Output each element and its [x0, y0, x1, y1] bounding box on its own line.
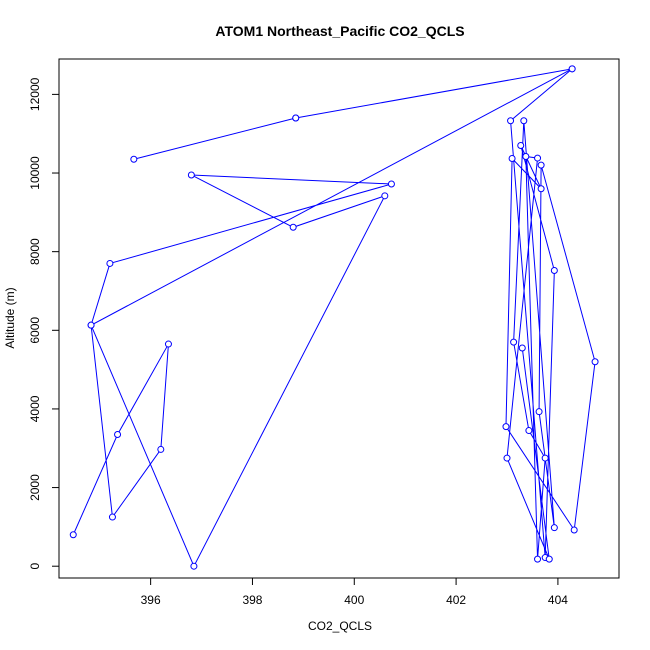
data-point [517, 142, 525, 149]
data-point [106, 259, 114, 267]
data-point [525, 427, 533, 435]
data-point [502, 423, 510, 431]
data-point [537, 185, 545, 193]
data-point [289, 223, 297, 231]
series-layer [69, 65, 599, 570]
data-point [518, 344, 526, 352]
data-point [545, 555, 553, 563]
data-point [507, 117, 515, 125]
data-point [508, 154, 516, 162]
data-point [534, 555, 542, 563]
x-axis: 396 398 400 402 404 [141, 577, 568, 607]
y-axis: 0 2000 4000 6000 8000 10000 12000 [28, 77, 60, 570]
y-tick-label: 4000 [28, 395, 42, 422]
series-line [72, 68, 573, 568]
data-point [537, 161, 545, 169]
data-point [570, 526, 578, 534]
plot-frame [58, 58, 620, 579]
data-point [164, 340, 172, 348]
data-point [130, 155, 138, 163]
data-point [381, 192, 389, 200]
data-point [550, 267, 558, 275]
y-tick-label: 6000 [28, 317, 42, 344]
x-tick-label: 400 [344, 593, 364, 607]
y-tick-label: 2000 [28, 474, 42, 501]
x-axis-label: CO2_QCLS [308, 619, 372, 633]
data-point [114, 430, 122, 438]
x-tick-label: 404 [548, 593, 568, 607]
data-point [522, 153, 530, 161]
data-point [108, 513, 116, 521]
data-point [534, 154, 542, 162]
data-point [541, 454, 549, 462]
data-point [591, 358, 599, 366]
data-point [568, 65, 576, 73]
data-point [535, 408, 543, 416]
data-point [87, 321, 95, 329]
data-point [510, 338, 518, 346]
y-tick-label: 0 [28, 563, 42, 570]
data-point [157, 445, 165, 453]
x-tick-label: 402 [446, 593, 466, 607]
y-tick-label: 10000 [28, 156, 42, 190]
y-tick-label: 8000 [28, 238, 42, 265]
data-point [292, 114, 300, 122]
y-axis-label: Altitude (m) [3, 287, 17, 348]
x-tick-label: 396 [141, 593, 161, 607]
data-point [520, 117, 528, 125]
data-point [550, 524, 558, 532]
data-point [69, 531, 77, 539]
data-point [503, 454, 511, 462]
data-point [190, 562, 198, 570]
data-point [187, 171, 195, 179]
x-tick-label: 398 [242, 593, 262, 607]
chart-title: ATOM1 Northeast_Pacific CO2_QCLS [215, 23, 464, 39]
y-tick-label: 12000 [28, 77, 42, 111]
plot-area [58, 58, 620, 579]
data-point [387, 180, 395, 188]
